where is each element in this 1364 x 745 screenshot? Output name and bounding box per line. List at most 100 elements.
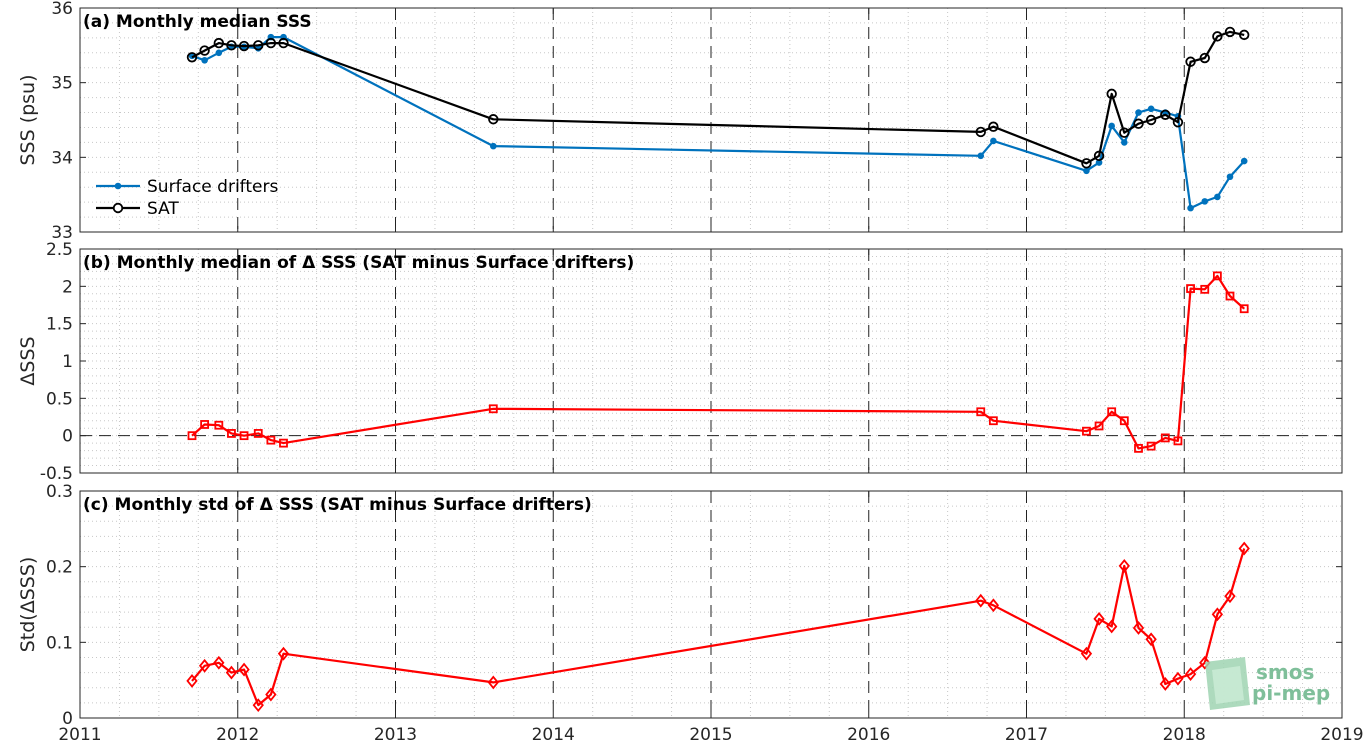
data-point (215, 49, 223, 57)
x-tick-label: 2016 (847, 725, 890, 745)
data-point (1214, 193, 1221, 201)
data-point (1224, 26, 1236, 38)
y-tick-label: 34 (51, 148, 73, 168)
y-tick-label: 2.5 (46, 240, 73, 260)
data-point (1132, 621, 1145, 635)
legend-label: SAT (147, 199, 179, 219)
data-point (1240, 157, 1248, 165)
legend-marker (112, 202, 124, 214)
data-point (199, 45, 210, 56)
legend-label: Surface drifters (147, 177, 278, 197)
series-line (191, 548, 1246, 707)
x-tick-label: 2013 (374, 725, 417, 745)
data-point (1135, 109, 1142, 116)
y-tick-label: 35 (51, 74, 73, 94)
data-point (1201, 198, 1209, 205)
data-point (186, 52, 198, 63)
y-axis-label: Std(ΔSSS) (17, 557, 39, 653)
data-point (1082, 426, 1091, 436)
data-point (225, 665, 238, 680)
data-point (488, 404, 498, 414)
x-tick-label: 2018 (1163, 725, 1206, 745)
x-tick-label: 2012 (216, 725, 259, 745)
y-tick-label: 1 (62, 352, 73, 372)
data-point (487, 675, 499, 690)
data-point (1146, 441, 1156, 451)
data-point (252, 698, 264, 713)
data-point (1095, 159, 1103, 166)
data-point (1173, 436, 1183, 446)
data-point (1145, 632, 1157, 647)
y-tick-label: 0 (62, 709, 73, 729)
data-point (226, 40, 237, 51)
data-point (1160, 109, 1171, 120)
y-axis-label: SSS (psu) (17, 74, 39, 165)
data-point (976, 407, 986, 417)
data-point (1187, 204, 1194, 212)
data-point (213, 655, 225, 670)
y-tick-label: 0.3 (46, 482, 73, 502)
x-tick-label: 2011 (58, 725, 101, 745)
data-point (988, 416, 998, 426)
x-tick-label: 2014 (532, 725, 575, 745)
data-point (227, 429, 236, 438)
data-point (1080, 646, 1093, 661)
series-line (191, 30, 1245, 165)
data-point (1160, 433, 1170, 443)
data-point (1212, 271, 1222, 281)
data-point (987, 598, 1000, 613)
data-point (1238, 541, 1250, 556)
data-point (988, 121, 999, 132)
data-point (488, 114, 499, 125)
data-point (975, 593, 987, 608)
data-point (253, 40, 264, 51)
y-tick-label: 33 (51, 223, 73, 243)
panel-b: -0.5 0 0.5 1 1.5 2 2.5 ΔSSS (b) Monthly median o… (17, 240, 1343, 484)
data-point (214, 420, 224, 430)
data-point (1172, 117, 1184, 128)
data-point (239, 431, 249, 441)
data-point (198, 658, 211, 673)
y-tick-label: 0.1 (46, 633, 73, 653)
y-tick-label: 0.5 (46, 389, 73, 409)
data-point (200, 420, 210, 429)
data-point (975, 126, 986, 138)
smos-pi-mep-logo: smos pi-mep (1205, 657, 1330, 710)
data-point (1119, 127, 1130, 138)
data-point (1118, 558, 1130, 573)
data-point (1225, 291, 1235, 301)
data-point (1147, 105, 1155, 113)
data-point (1172, 671, 1184, 686)
y-axis-label: ΔSSS (17, 336, 39, 385)
data-point (1224, 589, 1236, 604)
data-point (1199, 52, 1210, 64)
data-point (253, 429, 263, 438)
data-point (1093, 150, 1105, 162)
panel-c: 0 0.1 0.2 0.3 Std(ΔSSS) (c) Monthly std of Δ … (17, 482, 1343, 729)
data-point (1094, 421, 1104, 431)
y-tick-label: 0 (62, 427, 73, 447)
x-tick-label: 2017 (1005, 725, 1048, 745)
series-line (191, 274, 1245, 450)
x-tick-label: 2015 (689, 725, 732, 745)
data-point (266, 435, 276, 445)
x-tick-label: 2019 (1320, 725, 1363, 745)
y-tick-label: 36 (51, 0, 73, 19)
panel-title: (a) Monthly median SSS (83, 12, 312, 32)
logo-line-2: pi-mep (1252, 681, 1330, 705)
data-point (1108, 122, 1115, 130)
panel-title: (b) Monthly median of Δ SSS (SAT minus S… (83, 253, 634, 273)
data-point (213, 37, 225, 49)
logo-line-1: smos (1256, 660, 1314, 684)
series-line (191, 35, 1246, 210)
data-point (1226, 173, 1234, 181)
logo-emblem-layer (1212, 666, 1244, 704)
data-point (1081, 158, 1092, 169)
data-point (1212, 31, 1223, 42)
data-point (265, 687, 277, 702)
data-point (1107, 407, 1117, 417)
data-point (186, 674, 198, 688)
data-point (1134, 443, 1143, 453)
data-point (1093, 611, 1105, 626)
